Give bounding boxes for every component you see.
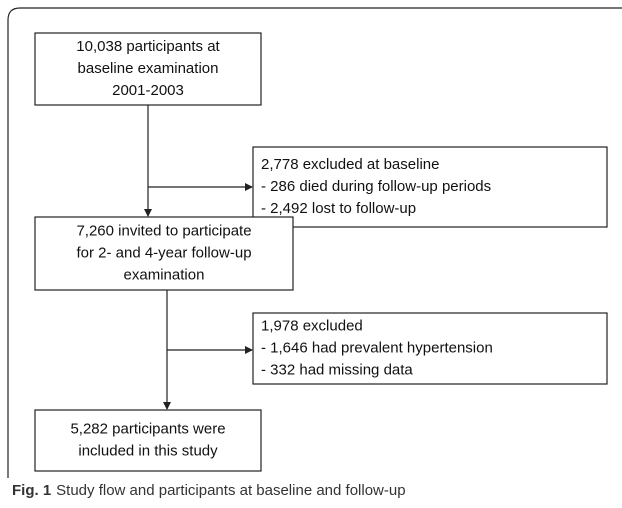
flow-box	[34, 32, 262, 106]
box-text: - 2,492 lost to follow-up	[261, 200, 416, 217]
box-text: examination	[124, 266, 205, 283]
box-text: 10,038 participants at	[76, 38, 220, 55]
box-text: 7,260 invited to participate	[76, 222, 251, 239]
box-text: - 286 died during follow-up periods	[261, 178, 491, 195]
box-text: 2001-2003	[112, 82, 184, 99]
flow-box	[252, 146, 608, 228]
flow-box	[34, 409, 262, 472]
box-text: for 2- and 4-year follow-up	[76, 244, 251, 261]
box-text: 5,282 participants were	[70, 420, 225, 437]
box-text: - 332 had missing data	[261, 361, 413, 378]
flow-box	[252, 312, 608, 385]
box-text: baseline examination	[78, 60, 219, 77]
box-text: - 1,646 had prevalent hypertension	[261, 339, 493, 356]
flow-box	[34, 216, 294, 291]
figure-frame	[7, 7, 622, 478]
caption: Fig. 1 Study flow and participants at bas…	[12, 482, 406, 499]
box-text: 1,978 excluded	[261, 317, 363, 334]
box-text: 2,778 excluded at baseline	[261, 156, 439, 173]
box-text: included in this study	[78, 442, 218, 459]
